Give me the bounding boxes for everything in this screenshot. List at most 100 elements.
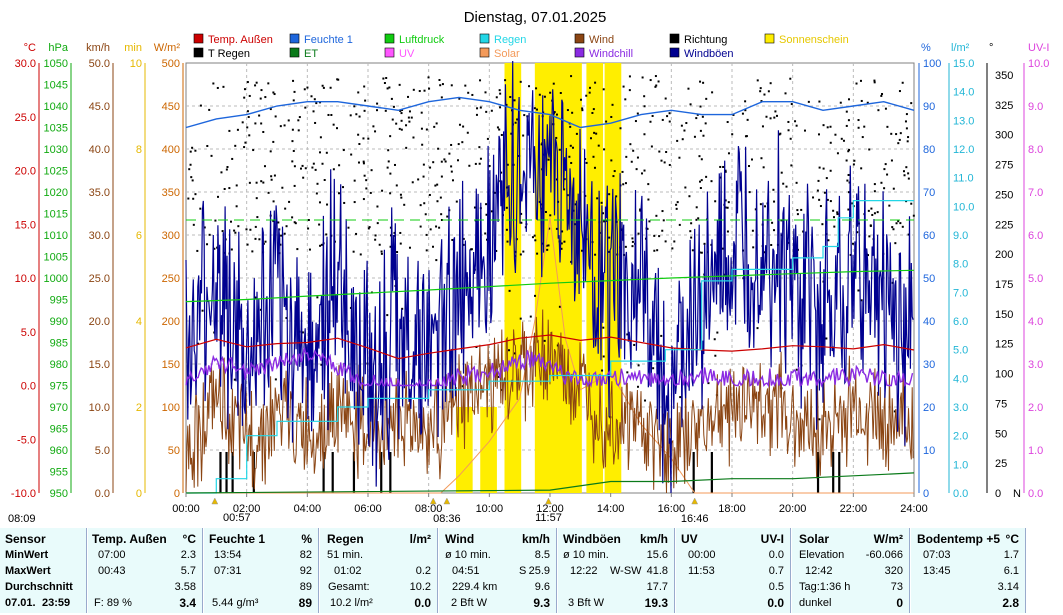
wind-direction-point: [455, 200, 458, 203]
temp-current: 3.4: [179, 596, 196, 610]
wind-direction-point: [399, 242, 402, 245]
wind-header: Wind: [445, 532, 475, 546]
wind-direction-point: [367, 227, 370, 230]
axis-tick-right: 10.0: [1028, 58, 1049, 70]
wind-direction-point: [222, 85, 225, 88]
wind-direction-point: [702, 81, 705, 84]
wind-direction-point: [423, 89, 426, 92]
wind-direction-point: [438, 78, 441, 81]
axis-tick-left: 6: [136, 230, 142, 242]
wind-direction-point: [262, 130, 265, 133]
wind-direction-point: [228, 187, 231, 190]
wind-direction-point: [451, 238, 454, 241]
wind-direction-point: [764, 205, 767, 208]
axis-unit-left: km/h: [86, 42, 110, 54]
wind-direction-point: [376, 109, 379, 112]
regen-current: 0.0: [414, 596, 431, 610]
wind-direction-point: [246, 110, 249, 113]
wind-direction-point: [241, 121, 244, 124]
wind-direction-point: [374, 130, 377, 133]
wind-direction-point: [714, 200, 717, 203]
axis-tick-left: 20.0: [15, 166, 36, 178]
solar-header: Solar: [799, 532, 830, 546]
x-tick-label: 24:00: [900, 503, 928, 515]
solar-max: 320: [884, 565, 903, 577]
wind-direction-point: [255, 197, 258, 200]
wind-direction-point: [690, 236, 693, 239]
wind-direction-point: [760, 100, 763, 103]
axis-tick-right: 4.0: [1028, 316, 1043, 328]
wind-direction-point: [571, 146, 574, 149]
wind-direction-point: [451, 179, 454, 182]
wind-direction-point: [873, 183, 876, 186]
wind-direction-point: [270, 178, 273, 181]
wind-direction-point: [744, 109, 747, 112]
legend-swatch: [193, 33, 204, 44]
wind-direction-point: [570, 75, 573, 78]
wind-direction-point: [380, 252, 383, 255]
wind-direction-point: [856, 231, 859, 234]
axis-tick-right: 10.0: [953, 201, 974, 213]
wind-direction-point: [662, 219, 665, 222]
wind-direction-point: [631, 237, 634, 240]
legend-label: Windchill: [589, 48, 633, 60]
axis-tick-right: 100: [995, 369, 1013, 381]
axis-tick-left: 1005: [44, 252, 68, 264]
wind-direction-point: [748, 191, 751, 194]
wind-direction-point: [787, 120, 790, 123]
wind-direction-point: [839, 101, 842, 104]
wind-direction-point: [378, 243, 381, 246]
wind-direction-point: [826, 198, 829, 201]
wind-direction-point: [714, 354, 717, 357]
solar-current-label: dunkel: [799, 597, 832, 609]
wind-direction-point: [362, 198, 365, 201]
wind-direction-point: [773, 116, 776, 119]
legend-label: Solar: [494, 48, 520, 60]
wind-direction-point: [291, 160, 294, 163]
wind-direction-point: [852, 163, 855, 166]
wind-direction-point: [857, 289, 860, 292]
axis-tick-left: 10: [130, 58, 142, 70]
wind-direction-point: [410, 116, 413, 119]
wind-current: 9.3: [533, 596, 550, 610]
wind-direction-point: [358, 115, 361, 118]
wind-direction-point: [847, 150, 850, 153]
wind-direction-point: [499, 106, 502, 109]
wind-direction-point: [666, 115, 669, 118]
wind-direction-point: [332, 123, 335, 126]
wind-direction-point: [407, 116, 410, 119]
wind-direction-point: [699, 187, 702, 190]
wind-direction-point: [585, 161, 588, 164]
wind-direction-point: [315, 192, 318, 195]
wind-direction-point: [206, 144, 209, 147]
wind-direction-point: [260, 122, 263, 125]
legend-swatch: [574, 33, 585, 44]
wind-direction-point: [870, 207, 873, 210]
wind-direction-point: [408, 120, 411, 123]
axis-tick-left: 1045: [44, 80, 68, 92]
wind-direction-point: [648, 220, 651, 223]
axis-tick-left: 15.0: [89, 359, 110, 371]
wind-direction-point: [848, 148, 851, 151]
wind-direction-point: [424, 213, 427, 216]
legend-label: Feuchte 1: [304, 34, 353, 46]
wind-direction-point: [392, 105, 395, 108]
wind-direction-point: [248, 181, 251, 184]
regen-unit: l/m²: [409, 532, 431, 546]
wind-direction-point: [832, 209, 835, 212]
wind-direction-point: [443, 158, 446, 161]
axis-tick-right: 7.0: [953, 287, 968, 299]
windboeen-max-time: 12:22: [570, 565, 598, 577]
wind-direction-point: [220, 171, 223, 174]
wind-direction-point: [389, 245, 392, 248]
wind-direction-point: [393, 231, 396, 234]
wind-direction-point: [668, 112, 671, 115]
wind-direction-point: [226, 166, 229, 169]
wind-direction-point: [355, 232, 358, 235]
wind-direction-point: [724, 169, 727, 172]
wind-direction-point: [683, 129, 686, 132]
wind-direction-point: [655, 214, 658, 217]
wind-direction-point: [462, 125, 465, 128]
wind-direction-point: [727, 201, 730, 204]
temp-header: Temp. Außen: [92, 532, 167, 546]
